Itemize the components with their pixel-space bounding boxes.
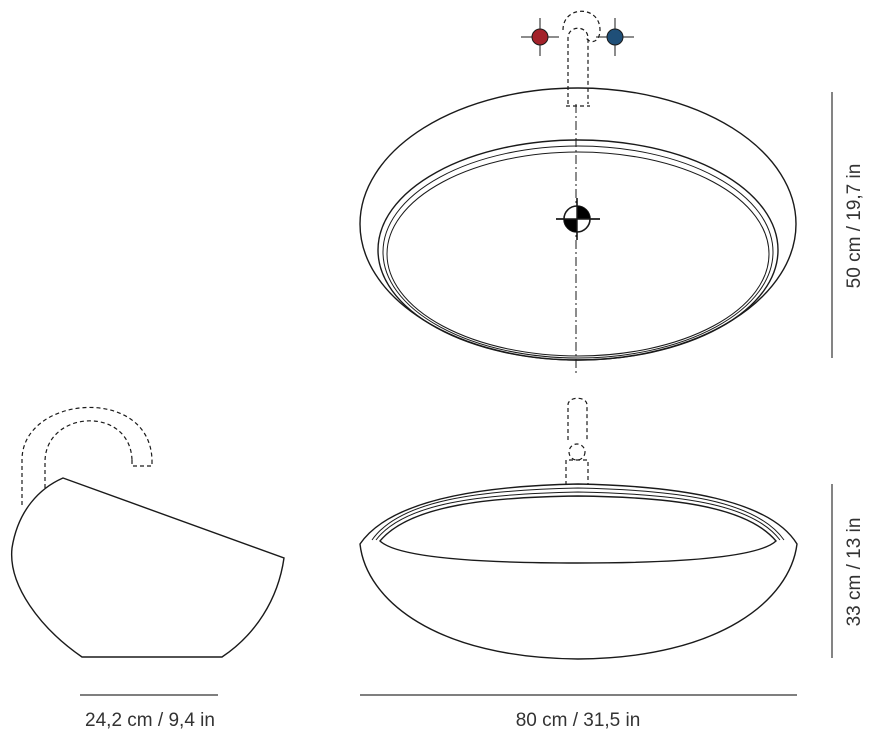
- front-view-spout-base: [565, 459, 589, 485]
- drain-icon: [556, 198, 600, 240]
- front-view-basin-body: [359, 483, 798, 660]
- width-label: 80 cm / 31,5 in: [516, 710, 641, 731]
- depth-label: 24,2 cm / 9,4 in: [85, 710, 215, 731]
- side-view-spout-inner: [44, 420, 133, 488]
- front-view: [359, 397, 798, 660]
- top-depth-label: 50 cm / 19,7 in: [844, 164, 865, 289]
- top-view-inner-bowl-line-2: [382, 145, 774, 359]
- side-view-spout-tip: [131, 460, 153, 467]
- front-view-bowl-opening: [379, 495, 777, 564]
- side-view-spout-outer: [21, 406, 153, 505]
- top-view-spout: [567, 27, 589, 104]
- cold-tap-icon: [596, 18, 634, 56]
- top-view-inner-bowl-line-3: [386, 151, 770, 357]
- hot-tap-marker: [531, 28, 549, 46]
- side-view-basin-body: [11, 477, 285, 658]
- height-label: 33 cm / 13 in: [844, 518, 865, 627]
- top-view: [359, 10, 797, 374]
- cold-tap-marker: [606, 28, 624, 46]
- front-view-spout: [567, 397, 588, 440]
- front-view-rim-line-2: [375, 491, 781, 541]
- top-view-inner-bowl: [377, 139, 779, 361]
- hot-tap-icon: [521, 18, 559, 56]
- front-view-spout-joint: [568, 443, 586, 461]
- dimension-lines: [80, 92, 833, 696]
- top-view-spout-loop: [562, 10, 601, 43]
- front-view-rim-line: [371, 487, 785, 541]
- side-view: [11, 406, 285, 658]
